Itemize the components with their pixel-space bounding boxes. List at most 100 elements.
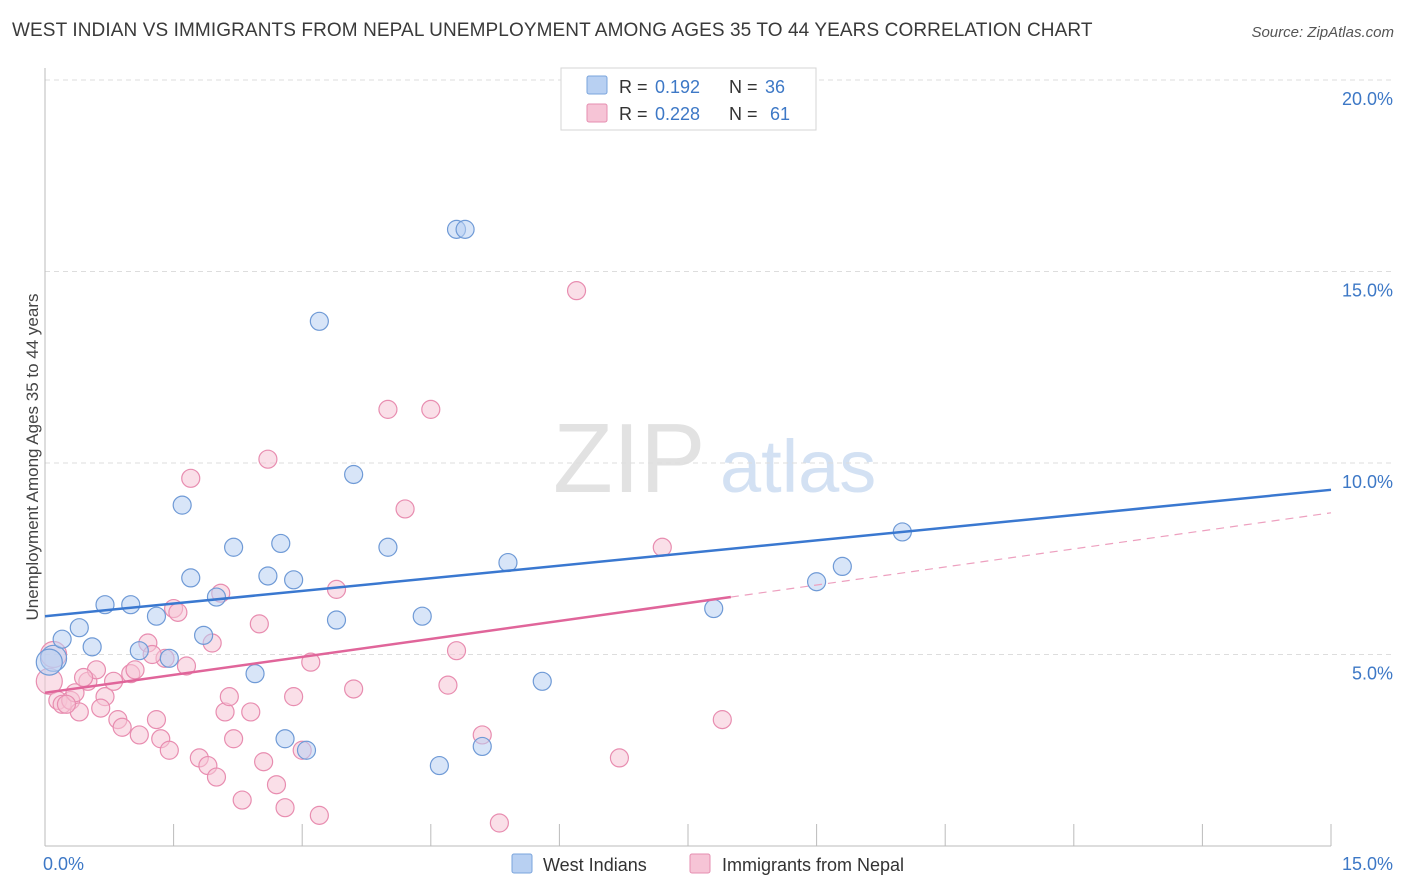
legend-r-value-1: 0.192 (655, 77, 700, 97)
west-indian-point (284, 570, 304, 590)
nepal-point (219, 687, 239, 707)
nepal-point (176, 656, 197, 676)
bottom-legend-swatch-nepal (689, 853, 711, 874)
x-tick-label-max: 15.0% (1342, 854, 1393, 874)
west-indian-point (82, 637, 102, 657)
west-indian-point (271, 533, 291, 554)
nepal-point (224, 729, 244, 749)
nepal-point (309, 805, 329, 825)
west-indian-point (832, 556, 852, 577)
west-indian-point (258, 566, 278, 586)
west-indian-point (309, 311, 329, 331)
nepal-point (266, 775, 287, 795)
nepal-point (168, 602, 188, 622)
nepal-point (232, 790, 252, 810)
west-indian-point (224, 537, 244, 557)
legend-swatch-nepal (586, 103, 608, 123)
nepal-point (112, 717, 132, 737)
source-label: Source: ZipAtlas.com (1251, 24, 1394, 41)
nepal-point (249, 614, 269, 634)
series-nepal-points (35, 281, 732, 833)
nepal-point (301, 652, 321, 672)
legend-r-label-1: R = (619, 77, 648, 97)
west-indian-point (275, 729, 295, 749)
west-indian-point (129, 641, 149, 661)
tick-labels: 5.0% 10.0% 15.0% 20.0% 0.0% 15.0% (43, 89, 1393, 874)
nepal-point (159, 740, 179, 760)
nepal-point (258, 449, 278, 469)
west-indian-point (206, 587, 227, 607)
nepal-point (56, 694, 77, 714)
west-indian-point (704, 598, 724, 619)
nepal-point (609, 748, 630, 768)
west-indian-point (159, 648, 179, 668)
nepal-point (91, 698, 111, 718)
west-indian-point (806, 572, 827, 592)
west-indians-trend-line (44, 488, 1332, 618)
west-indian-point (146, 606, 167, 626)
west-indian-point (181, 568, 201, 588)
west-indian-point (326, 610, 347, 630)
nepal-point (395, 499, 415, 519)
nepal-point (146, 710, 167, 730)
nepal-trend-extension (730, 512, 1332, 598)
west-indian-point (455, 219, 475, 239)
nepal-point (446, 641, 467, 661)
nepal-point (125, 660, 145, 680)
watermark-atlas: atlas (720, 425, 876, 508)
nepal-point (241, 702, 261, 722)
y-tick-label: 10.0% (1342, 472, 1393, 492)
x-tick-label-min: 0.0% (43, 854, 84, 874)
y-tick-label: 15.0% (1342, 281, 1393, 301)
correlation-legend: R = 0.192 N = 36 R = 0.228 N = 61 (560, 67, 817, 131)
y-tick-label: 5.0% (1352, 664, 1393, 684)
west-indian-point (378, 537, 398, 557)
west-indian-point (69, 618, 89, 638)
nepal-point (254, 752, 274, 772)
legend-r-label-2: R = (619, 104, 648, 124)
y-tick-label: 20.0% (1342, 89, 1393, 109)
trend-lines (44, 488, 1332, 695)
nepal-point (73, 667, 94, 688)
legend-r-value-2: 0.228 (655, 104, 700, 124)
nepal-point (284, 687, 304, 707)
west-indian-point (194, 625, 214, 645)
legend-swatch-west-indians (586, 75, 608, 95)
nepal-point (652, 537, 672, 557)
west-indian-point (245, 664, 265, 684)
series-legend: West Indians Immigrants from Nepal (511, 853, 904, 875)
bottom-legend-nepal: Immigrants from Nepal (722, 855, 904, 875)
nepal-trend-line (44, 595, 732, 695)
nepal-point (566, 281, 587, 301)
nepal-point (344, 679, 364, 699)
west-indian-point (35, 648, 63, 676)
legend-n-value-2: 61 (770, 104, 790, 124)
y-axis-label: Unemployment Among Ages 35 to 44 years (23, 294, 42, 621)
west-indian-point (52, 629, 72, 649)
west-indian-point (296, 740, 317, 760)
nepal-point (275, 798, 295, 818)
series-west-indians-points (35, 219, 912, 776)
west-indian-point (172, 495, 192, 515)
nepal-point (421, 399, 441, 419)
west-indian-point (121, 595, 141, 615)
legend-n-label-2: N = (729, 104, 758, 124)
west-indian-point (532, 671, 552, 691)
west-indian-point (412, 606, 432, 626)
nepal-point (489, 813, 509, 833)
nepal-point (129, 725, 149, 745)
nepal-point (438, 675, 458, 695)
nepal-point (181, 468, 201, 488)
axes (44, 68, 1332, 847)
west-indian-point (344, 464, 364, 485)
nepal-point (378, 399, 398, 419)
gridlines (45, 79, 1392, 655)
nepal-point (206, 767, 227, 787)
west-indian-point (429, 755, 449, 776)
legend-n-label-1: N = (729, 77, 758, 97)
nepal-point (712, 710, 732, 730)
legend-n-value-1: 36 (765, 77, 785, 97)
watermark-zip: ZIP (553, 403, 705, 513)
bottom-legend-swatch-west-indians (511, 853, 533, 874)
